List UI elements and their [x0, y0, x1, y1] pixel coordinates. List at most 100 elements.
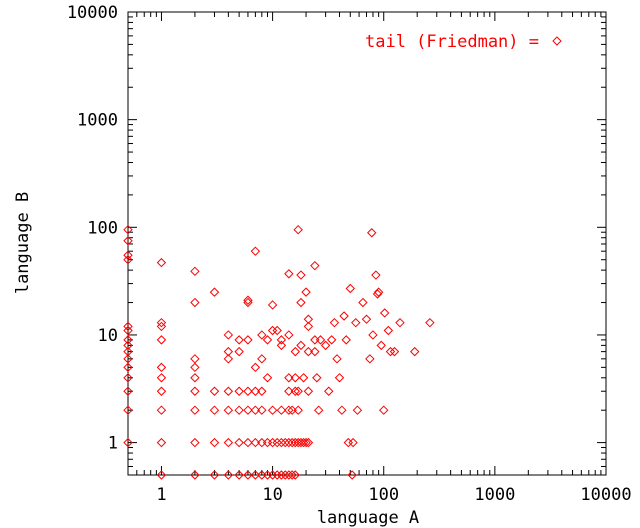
data-point	[223, 346, 234, 357]
data-point	[123, 340, 133, 351]
data-point	[310, 346, 320, 357]
data-point	[156, 470, 167, 480]
data-point	[267, 405, 278, 415]
data-point	[324, 386, 334, 396]
data-point	[296, 340, 306, 351]
data-point	[156, 373, 167, 383]
data-point	[123, 346, 133, 357]
data-point	[223, 437, 234, 448]
data-point	[234, 346, 244, 357]
data-point	[267, 300, 278, 310]
data-point	[156, 386, 167, 396]
data-point	[223, 386, 234, 396]
data-point	[284, 373, 294, 383]
data-point	[156, 335, 167, 345]
data-point	[334, 373, 345, 383]
data-point	[250, 470, 261, 480]
data-point	[284, 330, 294, 340]
legend-marker-diamond	[552, 36, 562, 46]
data-point	[310, 260, 320, 271]
data-point	[262, 373, 273, 383]
data-point	[272, 437, 282, 448]
data-point	[243, 437, 253, 448]
data-point	[272, 325, 282, 336]
data-point	[280, 470, 290, 480]
data-point	[276, 437, 287, 448]
data-point	[223, 405, 234, 415]
data-point	[310, 335, 320, 345]
data-point	[190, 405, 200, 415]
data-point	[123, 386, 133, 396]
data-point	[383, 325, 394, 336]
axis-ticks	[127, 11, 607, 476]
data-point	[262, 437, 273, 448]
x-tick-label: 100	[368, 485, 399, 505]
data-point	[223, 330, 234, 340]
y-tick-label: 10	[98, 326, 118, 346]
data-point	[314, 405, 324, 415]
data-point	[298, 437, 309, 448]
data-point	[329, 317, 340, 328]
data-point	[339, 311, 349, 321]
data-point	[347, 470, 357, 480]
data-point	[320, 340, 331, 351]
data-point	[267, 470, 278, 480]
data-point	[337, 405, 347, 415]
data-point	[223, 470, 234, 480]
x-tick-label: 10	[262, 485, 282, 505]
data-point	[123, 405, 133, 415]
data-point	[234, 335, 244, 345]
data-point	[296, 297, 306, 308]
data-point	[410, 346, 420, 357]
data-point	[290, 346, 300, 357]
y-tick-label: 1	[108, 434, 118, 454]
data-point	[276, 335, 287, 345]
data-point	[389, 346, 400, 357]
data-point	[234, 405, 244, 415]
data-point	[257, 330, 267, 340]
data-point	[123, 250, 133, 260]
data-point	[284, 437, 294, 448]
data-point	[343, 437, 354, 448]
data-point	[368, 330, 378, 340]
data-point	[123, 236, 133, 246]
data-point	[379, 405, 389, 415]
data-point	[250, 362, 261, 373]
data-point	[123, 321, 133, 332]
data-point	[290, 470, 300, 480]
data-point	[301, 287, 311, 297]
data-point	[209, 437, 220, 448]
data-point	[290, 386, 300, 396]
data-point	[267, 437, 278, 448]
data-point	[332, 354, 342, 364]
data-point	[243, 405, 253, 415]
data-point	[276, 340, 287, 351]
data-point	[156, 321, 167, 332]
data-point	[209, 287, 220, 297]
data-point	[371, 270, 381, 280]
tick-labels: 1 10 100 1000 10000 1 10 100 1000 10000	[67, 3, 632, 505]
data-point	[385, 346, 396, 357]
y-axis-title: language B	[13, 192, 33, 294]
data-point	[303, 386, 314, 396]
data-point	[395, 317, 405, 328]
data-point	[280, 437, 290, 448]
data-point	[250, 246, 261, 256]
data-point	[284, 269, 294, 279]
data-point	[234, 470, 244, 480]
data-point	[123, 224, 133, 235]
data-point	[267, 325, 278, 336]
data-point	[287, 470, 297, 480]
data-point	[190, 386, 200, 396]
data-point	[365, 354, 375, 364]
data-point	[287, 437, 297, 448]
plot-frame	[127, 11, 607, 476]
data-point	[303, 314, 314, 324]
data-point	[351, 317, 361, 328]
legend: tail (Friedman) =	[365, 32, 562, 52]
data-point	[293, 405, 303, 415]
data-point	[315, 335, 326, 345]
y-tick-label: 1000	[77, 111, 118, 131]
data-point	[190, 373, 200, 383]
